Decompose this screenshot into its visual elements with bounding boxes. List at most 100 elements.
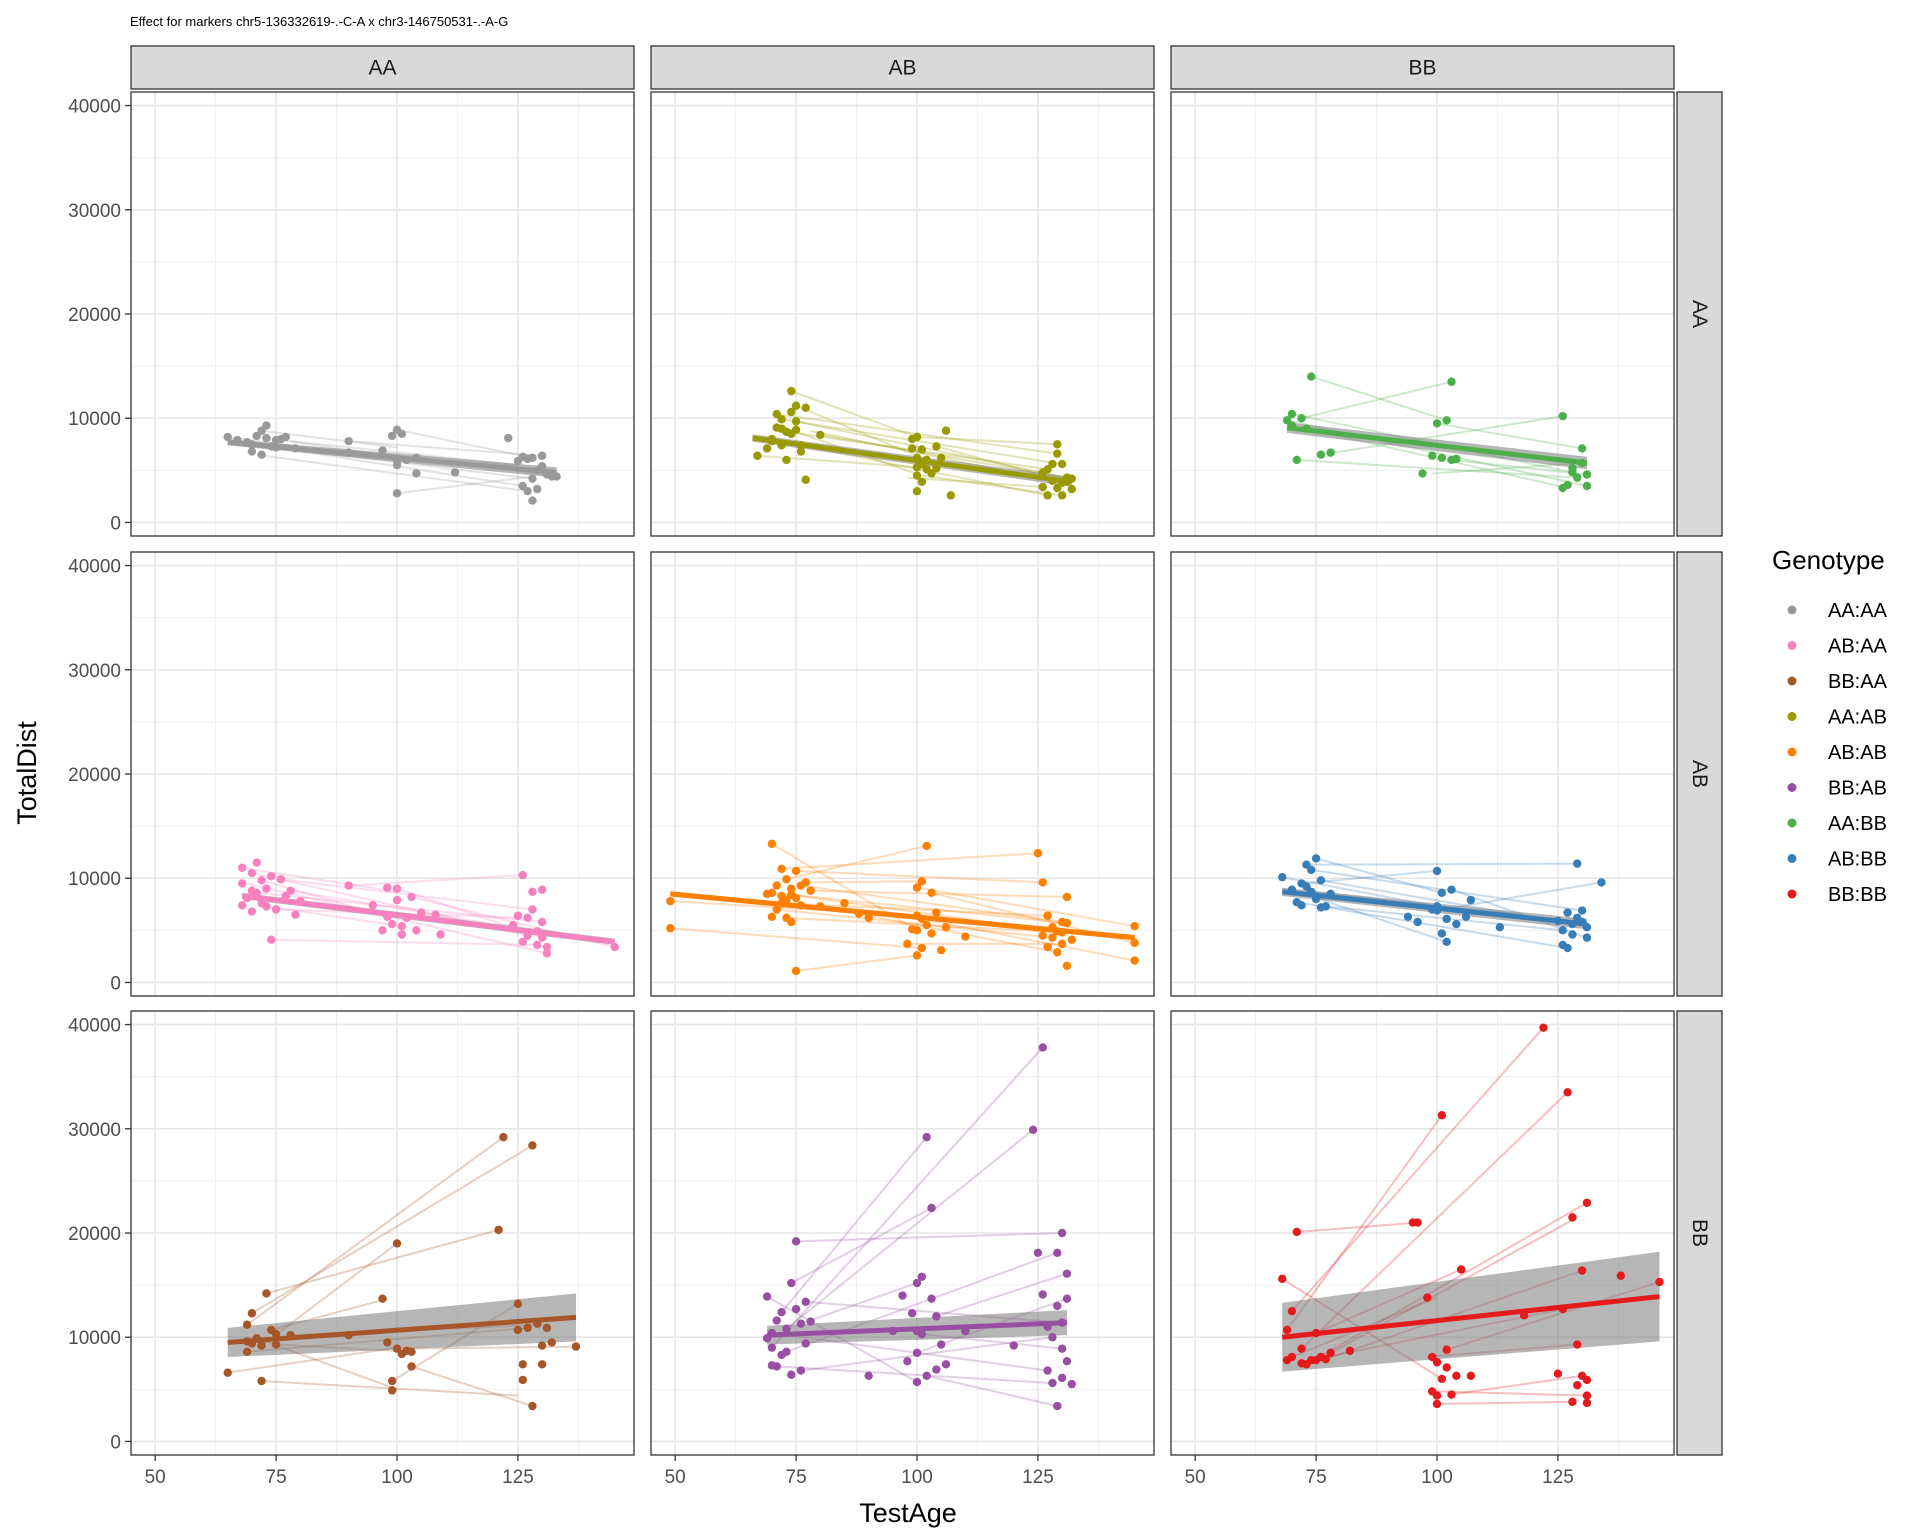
y-tick-label: 20000 — [68, 1224, 121, 1245]
legend-label: AA:AB — [1828, 707, 1887, 729]
data-point — [787, 1370, 796, 1379]
data-point — [267, 871, 276, 881]
data-point — [941, 923, 951, 932]
data-point — [1038, 482, 1047, 492]
data-point — [917, 477, 927, 487]
x-tick-label: 125 — [1542, 1467, 1574, 1488]
data-point — [917, 1329, 927, 1339]
data-point — [247, 907, 257, 916]
regression-line — [670, 891, 1135, 941]
data-point — [801, 878, 810, 887]
legend-key — [1787, 818, 1797, 828]
data-point — [1048, 933, 1057, 942]
panel-border — [1170, 1010, 1675, 1456]
data-point — [922, 841, 931, 851]
data-point — [864, 913, 873, 923]
data-point — [542, 942, 552, 952]
data-point — [267, 935, 276, 944]
trajectory-line — [790, 390, 918, 438]
data-point — [922, 920, 931, 930]
data-point — [610, 942, 619, 952]
data-point — [537, 917, 547, 927]
data-point — [1573, 1340, 1582, 1349]
data-point — [1442, 1345, 1451, 1354]
data-point — [257, 876, 266, 885]
data-point — [1437, 1111, 1447, 1120]
trajectory-line — [227, 1346, 398, 1374]
data-point — [383, 1338, 392, 1347]
data-point — [787, 407, 796, 417]
data-point — [537, 451, 547, 460]
legend-item: BB:BB — [1787, 884, 1887, 906]
data-point — [932, 442, 941, 451]
data-point — [927, 1294, 936, 1303]
data-point — [1423, 1293, 1432, 1302]
data-point — [1616, 1271, 1625, 1280]
data-point — [796, 1366, 806, 1375]
trajectory-line — [266, 1228, 499, 1295]
x-tick-label: 100 — [381, 1467, 413, 1488]
data-point — [1038, 878, 1047, 887]
panel-border — [1170, 91, 1675, 537]
confidence-band — [227, 1293, 576, 1358]
data-point — [801, 1339, 810, 1348]
data-point — [392, 1239, 402, 1248]
data-point — [368, 901, 378, 910]
data-point — [276, 875, 286, 884]
data-point — [392, 884, 402, 893]
data-point — [1326, 448, 1335, 457]
data-point — [903, 939, 912, 949]
x-tick-label: 75 — [1306, 1467, 1327, 1488]
data-point — [1057, 459, 1067, 469]
y-tick-label: 10000 — [68, 1328, 121, 1349]
data-point — [777, 1308, 786, 1317]
data-point — [504, 433, 513, 443]
data-point — [252, 888, 261, 898]
legend-key — [1787, 783, 1797, 792]
regression-line — [1286, 425, 1588, 466]
legend-item: AA:AA — [1787, 600, 1888, 622]
x-tick-label: 75 — [266, 1467, 287, 1488]
data-point — [262, 433, 271, 443]
trajectory-line — [795, 954, 918, 972]
data-point — [387, 431, 397, 441]
data-point — [1053, 440, 1062, 449]
row-strip — [1676, 551, 1723, 997]
trajectory-line — [1451, 1374, 1583, 1396]
x-tick-label: 125 — [1022, 1467, 1054, 1488]
data-point — [903, 1356, 912, 1366]
y-tick-label: 10000 — [68, 869, 121, 890]
data-point — [806, 1317, 815, 1326]
data-point — [257, 1341, 266, 1350]
data-point — [1292, 455, 1301, 465]
trajectory-line — [936, 1272, 1068, 1318]
data-point — [791, 425, 801, 434]
trajectory-line — [796, 869, 1043, 884]
x-tick-label: 50 — [145, 1467, 166, 1488]
panel-ab-bb — [1170, 551, 1675, 997]
data-point — [907, 444, 917, 453]
data-point — [523, 1323, 532, 1333]
data-point — [917, 877, 927, 886]
data-point — [1057, 1344, 1067, 1353]
data-point — [1442, 914, 1451, 924]
row-strip-label: BB — [1688, 1219, 1711, 1247]
data-point — [1028, 1125, 1038, 1135]
data-point — [397, 921, 407, 931]
row-strip — [1676, 91, 1723, 537]
data-point — [392, 489, 402, 498]
data-point — [936, 1340, 946, 1349]
data-point — [1582, 470, 1592, 479]
trajectory-line — [800, 884, 1063, 923]
legend-label: BB:AA — [1828, 671, 1888, 693]
trajectory-line — [800, 1336, 1053, 1372]
data-point — [1345, 1346, 1355, 1355]
data-point — [1292, 1227, 1301, 1237]
data-point — [247, 868, 257, 878]
data-point — [1573, 859, 1582, 868]
legend: Genotype AA:AA AB:AA BB:AA AA:AB AB:AB BB:AB A… — [1772, 545, 1888, 906]
data-point — [344, 436, 353, 446]
data-point — [946, 491, 956, 500]
data-point — [1033, 849, 1043, 858]
legend-key — [1787, 676, 1797, 686]
